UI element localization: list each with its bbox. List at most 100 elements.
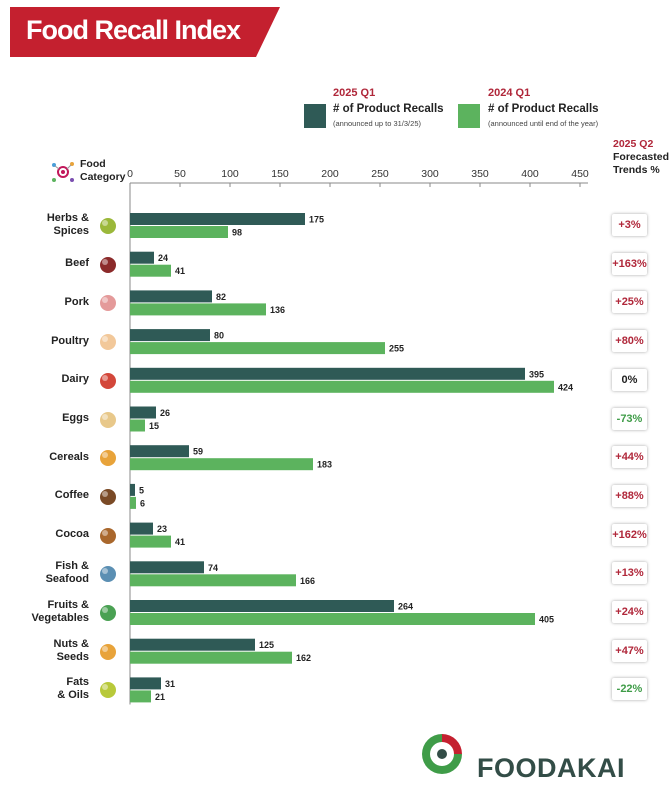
bar-value-label: 15: [149, 421, 159, 431]
bar-2025q1: [130, 638, 255, 651]
forecast-trend-value: +13%: [612, 562, 647, 585]
cereals-icon: [97, 446, 119, 468]
category-label: Nuts & Seeds: [54, 638, 89, 664]
fats-oils-icon: [97, 678, 119, 700]
x-tick-label: 350: [471, 168, 489, 180]
category-label: Herbs & Spices: [47, 212, 89, 238]
x-tick-label: 50: [174, 168, 186, 180]
bar-2025q1: [130, 251, 154, 264]
forecast-header-line2: Forecasted: [613, 151, 669, 163]
category-label: Cereals: [49, 451, 89, 464]
legend-year-2025: 2025 Q1: [333, 87, 376, 99]
bar-2024q1: [130, 496, 136, 509]
category-label: Fish & Seafood: [46, 560, 89, 586]
bar-2025q1: [130, 406, 156, 419]
category-label: Cocoa: [55, 528, 89, 541]
category-label-line: Pork: [64, 295, 89, 308]
category-label: Coffee: [55, 489, 89, 502]
forecast-trend-value: +3%: [612, 214, 647, 236]
category-header-line1: Food: [80, 158, 106, 170]
bar-value-label: 82: [216, 292, 226, 302]
bar-value-label: 175: [309, 215, 324, 225]
bar-value-label: 395: [529, 369, 544, 379]
legend-year-2024: 2024 Q1: [488, 87, 531, 99]
forecast-trend-value: +24%: [612, 601, 647, 623]
legend-title-2025: # of Product Recalls: [333, 103, 444, 115]
x-tick-label: 0: [127, 168, 133, 180]
legend-note-2024: (announced until end of the year): [488, 119, 599, 128]
bar-value-label: 74: [208, 563, 218, 573]
x-tick-label: 100: [221, 168, 239, 180]
bar-value-label: 136: [270, 305, 285, 315]
bar-value-label: 125: [259, 640, 274, 650]
category-label-line: Vegetables: [31, 612, 89, 624]
bar-2024q1: [130, 303, 266, 316]
bar-value-label: 21: [155, 692, 165, 702]
bar-value-label: 162: [296, 653, 311, 663]
bar-2024q1: [130, 458, 313, 471]
bar-value-label: 23: [157, 524, 167, 534]
bar-2025q1: [130, 329, 210, 342]
category-label-line: Coffee: [54, 489, 89, 502]
bar-value-label: 41: [175, 537, 185, 547]
bar-value-label: 255: [389, 344, 404, 354]
legend-swatch-2025: [304, 104, 326, 128]
bar-2025q1: [130, 213, 305, 225]
bar-2024q1: [130, 690, 151, 703]
poultry-icon: [97, 330, 119, 352]
bar-value-label: 24: [158, 253, 168, 263]
coffee-icon: [97, 485, 119, 507]
bar-2025q1: [130, 677, 161, 690]
bar-value-label: 166: [300, 576, 315, 586]
category-label-line: Dairy: [61, 373, 89, 386]
category-label-line: Cocoa: [55, 528, 89, 541]
x-tick-label: 450: [571, 168, 589, 180]
category-label: Eggs: [62, 412, 89, 425]
fish-seafood-icon: [97, 562, 119, 584]
bar-value-label: 424: [558, 382, 573, 392]
bar-2025q1: [130, 367, 525, 380]
category-header-line2: Category: [80, 171, 126, 183]
legend-title-2024: # of Product Recalls: [488, 103, 599, 115]
category-label-line: Fruits &: [47, 599, 89, 611]
forecast-header: 2025 Q2 Forecasted Trends %: [613, 138, 669, 177]
category-header: Food Category: [80, 158, 126, 184]
bar-2025q1: [130, 561, 204, 574]
category-label: Beef: [65, 257, 89, 270]
x-tick-label: 150: [271, 168, 289, 180]
foodakai-logo-icon: [422, 734, 462, 774]
bar-2024q1: [130, 535, 171, 548]
legend-note-2025: (announced up to 31/3/25): [333, 119, 421, 128]
legend-swatch-2024: [458, 104, 480, 128]
bar-value-label: 6: [140, 498, 145, 508]
category-label-line: & Oils: [57, 689, 89, 702]
category-label: Poultry: [51, 335, 89, 348]
bar-value-label: 26: [160, 408, 170, 418]
bar-2024q1: [130, 613, 535, 625]
beef-icon: [97, 253, 119, 275]
bar-value-label: 98: [232, 228, 242, 238]
forecast-header-year: 2025 Q2: [613, 138, 654, 150]
cocoa-icon: [97, 524, 119, 546]
bar-2025q1: [130, 290, 212, 303]
forecast-trend-value: +163%: [612, 252, 647, 275]
bar-value-label: 80: [214, 331, 224, 341]
category-label-line: Cereals: [49, 450, 89, 463]
eggs-icon: [97, 408, 119, 430]
bar-2025q1: [130, 445, 189, 458]
bar-2025q1: [130, 600, 394, 612]
category-label: Pork: [65, 296, 89, 309]
bar-value-label: 59: [193, 447, 203, 457]
x-tick-label: 200: [321, 168, 339, 180]
bar-2024q1: [130, 226, 228, 238]
category-label-line: Seeds: [56, 650, 89, 663]
category-hub-icon: [52, 162, 74, 182]
forecast-trend-value: +88%: [612, 484, 647, 507]
pork-icon: [97, 291, 119, 313]
fruits-vegetables-icon: [97, 601, 119, 623]
bar-2025q1: [130, 483, 135, 496]
bar-2024q1: [130, 651, 292, 664]
bar-value-label: 183: [317, 460, 332, 470]
title-banner: [10, 7, 280, 57]
